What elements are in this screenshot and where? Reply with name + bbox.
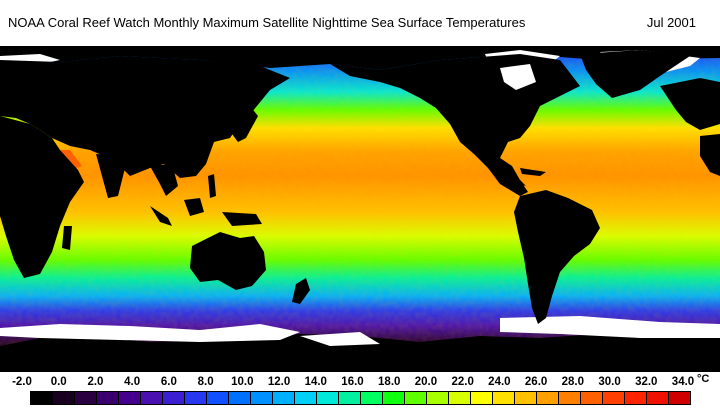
color-swatch xyxy=(427,392,449,404)
sumatra xyxy=(150,206,172,226)
borneo xyxy=(184,198,204,216)
australia xyxy=(190,232,266,290)
india xyxy=(96,154,128,198)
legend-tick-label: 10.0 xyxy=(231,376,254,388)
legend-unit: °C xyxy=(697,373,710,385)
color-swatch xyxy=(449,392,471,404)
japan xyxy=(232,106,258,142)
legend-tick-label: 12.0 xyxy=(267,376,291,388)
color-swatch xyxy=(581,392,603,404)
color-swatch xyxy=(339,392,361,404)
legend-tick-label: 14.0 xyxy=(304,376,327,388)
legend-tick-label: 2.0 xyxy=(87,376,104,388)
color-swatch xyxy=(559,392,581,404)
color-swatch xyxy=(603,392,625,404)
color-swatch xyxy=(669,392,690,404)
color-swatch xyxy=(405,392,427,404)
legend-tick-label: 28.0 xyxy=(561,376,585,388)
philippines xyxy=(208,174,216,198)
legend-tick-label: 30.0 xyxy=(598,376,621,388)
legend-tick-label: 32.0 xyxy=(635,376,658,388)
antarctic-ice xyxy=(0,316,720,346)
eurasia xyxy=(0,56,290,178)
antarctica xyxy=(0,334,720,372)
indochina xyxy=(150,164,178,196)
color-swatch xyxy=(31,392,53,404)
legend-tick-label: 0.0 xyxy=(50,376,67,388)
color-swatch xyxy=(185,392,207,404)
europe xyxy=(660,78,720,130)
west-africa-bulge xyxy=(700,134,720,176)
color-swatch xyxy=(317,392,339,404)
color-swatch xyxy=(273,392,295,404)
map-date: Jul 2001 xyxy=(646,15,696,30)
color-swatch xyxy=(97,392,119,404)
color-swatch xyxy=(515,392,537,404)
madagascar xyxy=(62,226,72,250)
color-swatch xyxy=(493,392,515,404)
legend-tick-label: 8.0 xyxy=(197,376,214,388)
legend-tick-label: -2.0 xyxy=(12,376,32,388)
red-sea xyxy=(60,150,82,168)
africa xyxy=(0,116,84,278)
color-swatch xyxy=(471,392,493,404)
legend-tick-labels: -2.0 0.0 2.0 4.0 6.0 8.0 10.0 12.0 14.0 16.0 18.0 2… xyxy=(0,376,720,390)
color-swatch xyxy=(537,392,559,404)
arctic-ice xyxy=(0,46,720,70)
legend-tick-label: 20.0 xyxy=(414,376,438,388)
legend-tick-label: 26.0 xyxy=(524,376,548,388)
legend-tick-label: 18.0 xyxy=(378,376,401,388)
map-title: NOAA Coral Reef Watch Monthly Maximum Sa… xyxy=(8,15,526,30)
legend-tick-label: 6.0 xyxy=(160,376,177,388)
color-swatch xyxy=(75,392,97,404)
greenland xyxy=(580,50,690,98)
color-swatch xyxy=(251,392,273,404)
color-swatch xyxy=(647,392,669,404)
legend-tick-label: 22.0 xyxy=(451,376,474,388)
sst-map xyxy=(0,46,720,372)
cuba xyxy=(520,168,546,176)
color-swatch xyxy=(141,392,163,404)
color-swatch xyxy=(163,392,185,404)
color-swatch xyxy=(207,392,229,404)
map-title-bar: NOAA Coral Reef Watch Monthly Maximum Sa… xyxy=(0,0,720,46)
legend-tick-label: 4.0 xyxy=(124,376,141,388)
color-scale-bar xyxy=(30,391,691,405)
color-swatch xyxy=(383,392,405,404)
new-zealand xyxy=(292,278,310,304)
color-swatch xyxy=(229,392,251,404)
legend-tick-label: 24.0 xyxy=(488,376,511,388)
color-swatch xyxy=(295,392,317,404)
central-america xyxy=(488,168,528,196)
legend-tick-label: 16.0 xyxy=(341,376,364,388)
color-swatch xyxy=(625,392,647,404)
legend-tick-label: 34.0 xyxy=(671,376,695,388)
color-swatch xyxy=(53,392,75,404)
color-swatch xyxy=(119,392,141,404)
color-swatch xyxy=(361,392,383,404)
new-guinea xyxy=(222,212,262,226)
south-america xyxy=(514,190,600,324)
hudson-bay xyxy=(500,64,536,90)
